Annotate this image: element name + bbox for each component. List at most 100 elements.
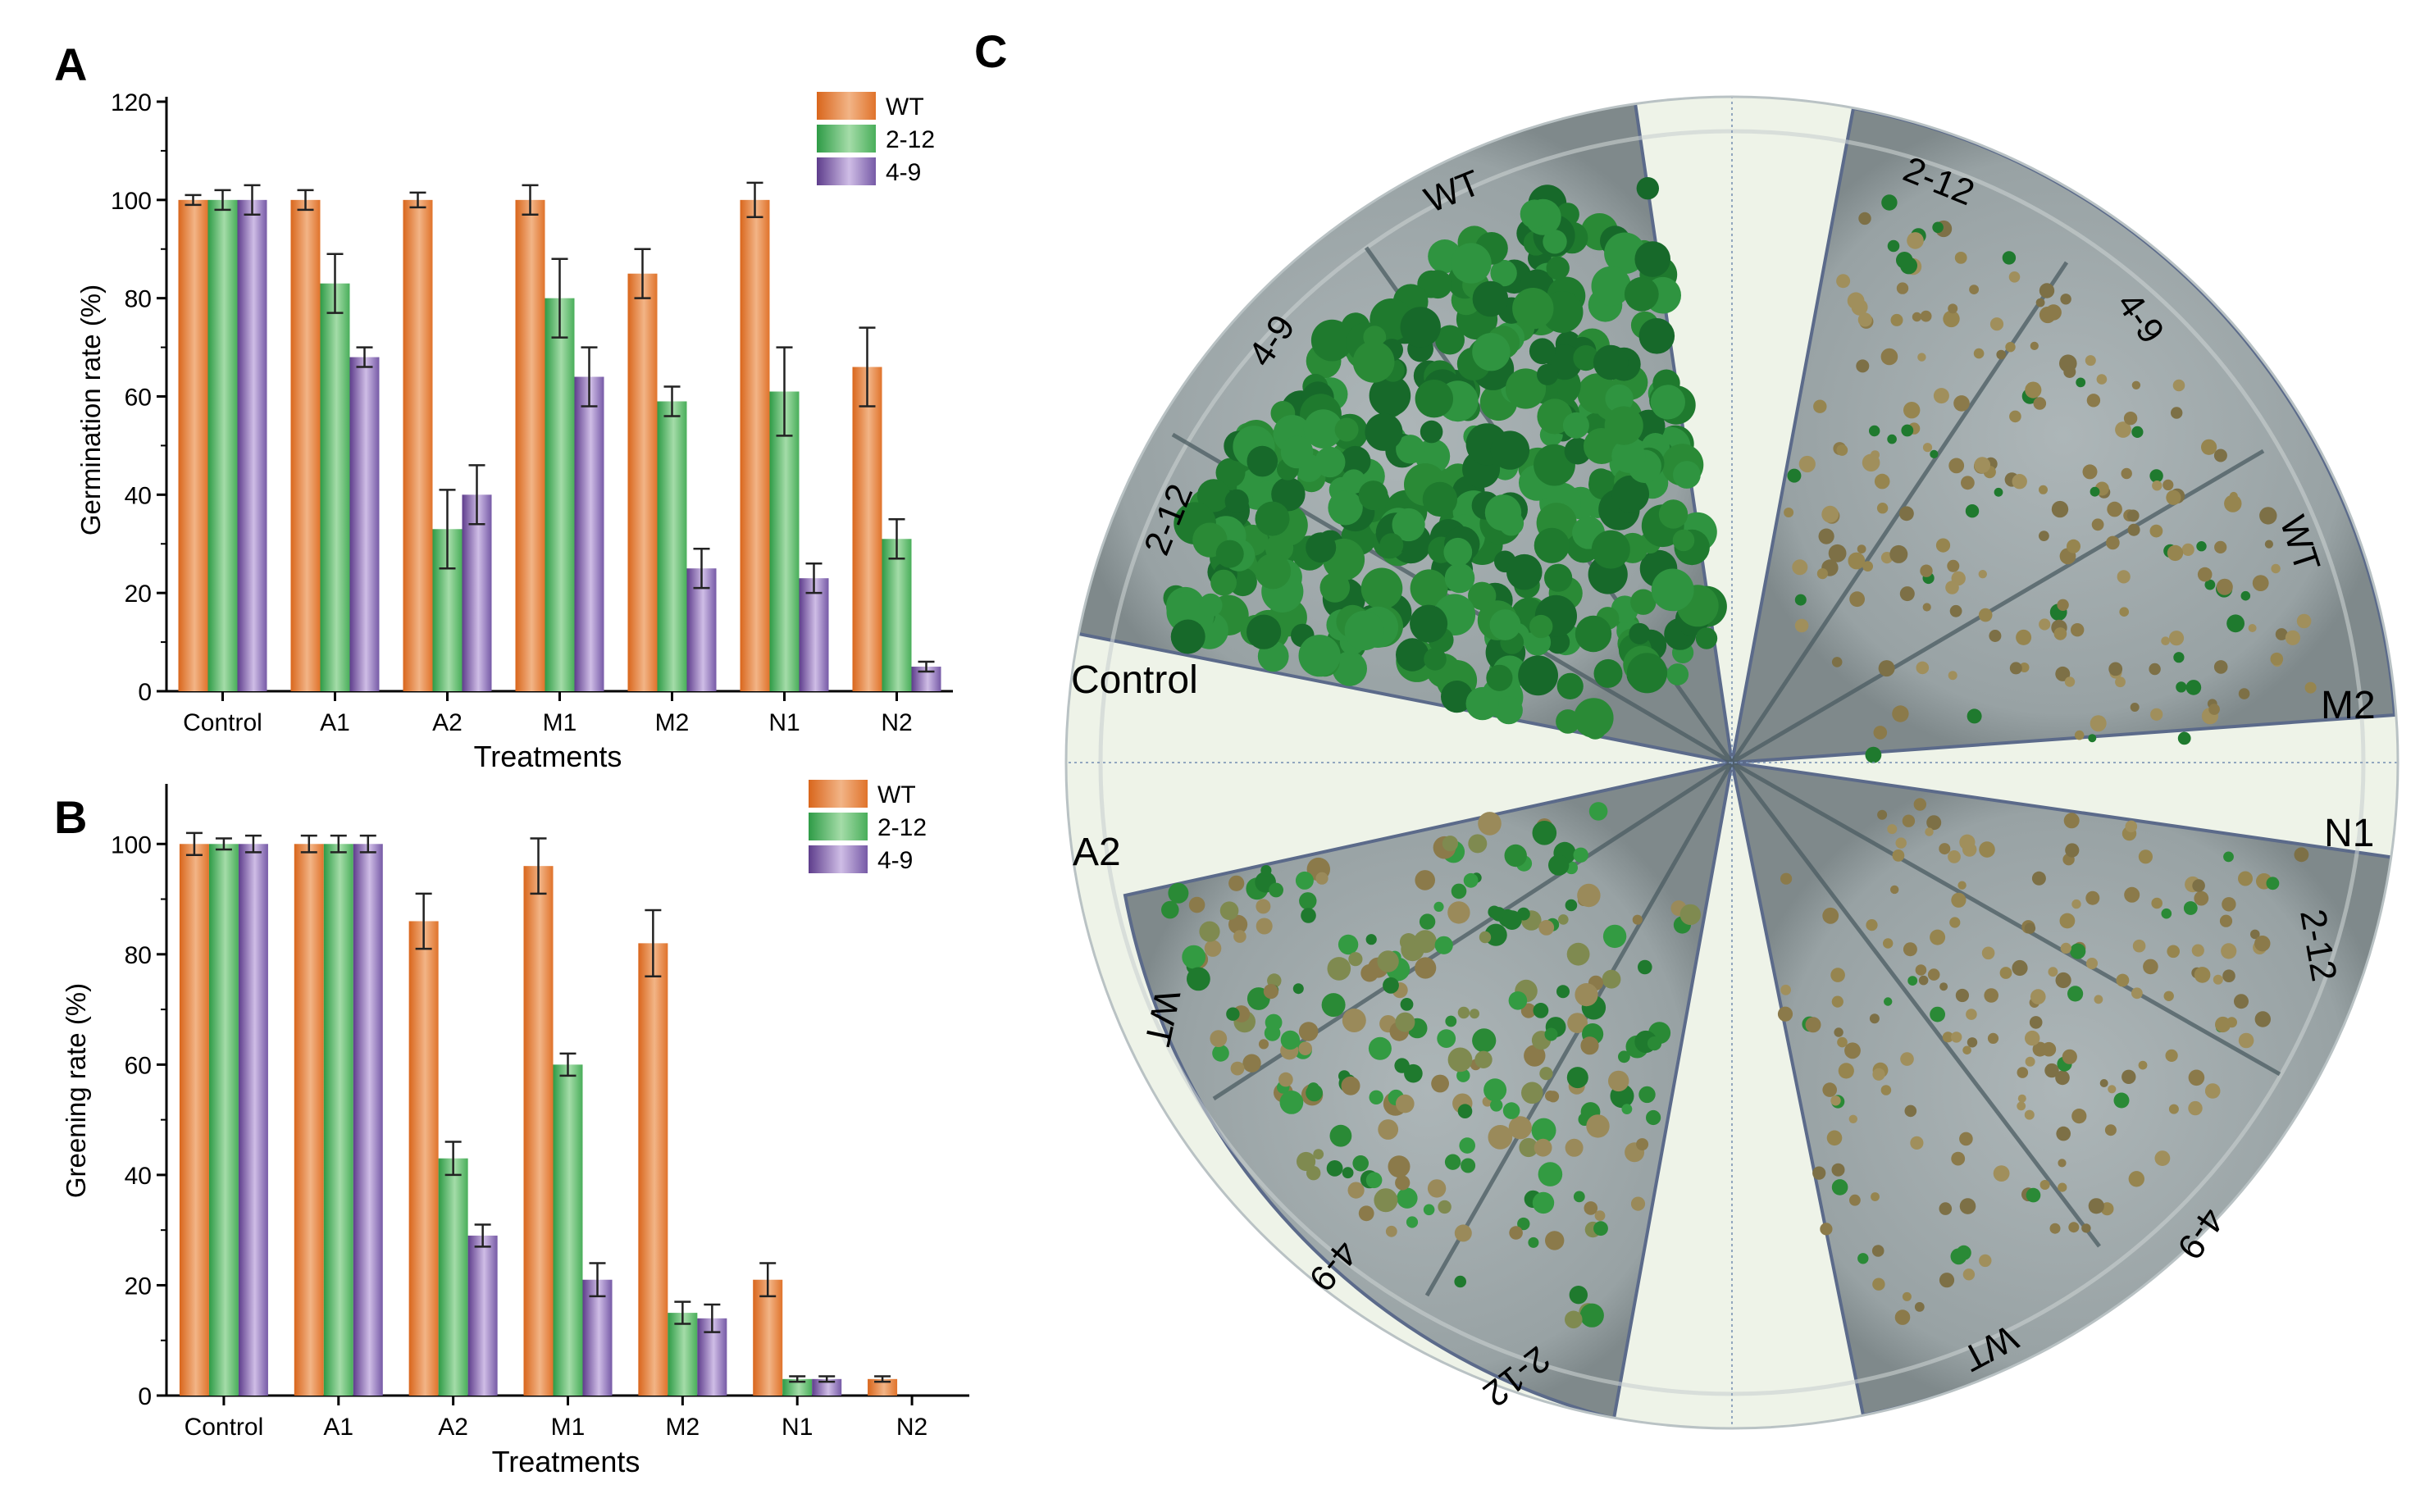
seedling xyxy=(1255,553,1292,590)
bar-4-9-n1 xyxy=(799,578,829,691)
seedling xyxy=(1332,651,1368,686)
seedling xyxy=(2039,283,2055,298)
bar-wt-n2 xyxy=(868,1378,898,1396)
seedling xyxy=(2163,479,2174,491)
seedling xyxy=(2185,680,2202,695)
seedling xyxy=(1834,1027,1843,1037)
seedling xyxy=(1352,1155,1369,1172)
petri-dish-photo: Control M2 N1 A2 WT 4-9 2-12 2-12 4-9 WT… xyxy=(1064,95,2399,1430)
seedling xyxy=(2123,412,2138,426)
seedling xyxy=(1899,506,1914,521)
sector-label-control: Control xyxy=(1071,658,1198,702)
x-tick-label-n1: N1 xyxy=(768,709,800,736)
seedling xyxy=(1956,1245,1971,1260)
seedling xyxy=(1438,1200,1452,1214)
seedling xyxy=(2033,397,2047,410)
seedling xyxy=(1369,375,1411,417)
legend-label-2-12: 2-12 xyxy=(886,126,935,153)
seedling xyxy=(1461,1158,1476,1173)
seedling xyxy=(1344,610,1384,651)
y-tick-label: 20 xyxy=(125,581,152,608)
seedling xyxy=(1930,1006,1946,1022)
seedling xyxy=(1638,318,1675,354)
seedling xyxy=(2039,1180,2050,1190)
seedling xyxy=(1939,1202,1953,1215)
seedling xyxy=(1242,1054,1261,1073)
seedling xyxy=(2091,518,2104,531)
bar-4-9-control xyxy=(237,199,267,692)
seedling xyxy=(1326,1160,1343,1177)
seedling xyxy=(2030,989,2046,1004)
bar-2-12-n1 xyxy=(769,391,800,691)
seedling xyxy=(1974,457,1991,474)
seedling xyxy=(1822,1082,1837,1097)
seedling xyxy=(1881,194,1898,211)
seedling xyxy=(2057,599,2069,611)
seedling xyxy=(1474,1050,1493,1069)
bar-wt-n1 xyxy=(753,1279,783,1396)
seedling xyxy=(1979,1254,1992,1268)
seedling xyxy=(1894,1309,1911,1325)
seedling xyxy=(1942,1032,1953,1043)
chart-a-x-ticks: Control A1 A2 M1 M2 N1 N2 xyxy=(183,691,913,736)
seedling xyxy=(2055,972,2071,989)
seedling xyxy=(1831,1163,1845,1177)
seedling xyxy=(1812,1166,1826,1180)
seedling xyxy=(1588,468,1613,493)
seedling xyxy=(1210,1030,1228,1047)
seedling xyxy=(1602,924,1627,949)
seedling xyxy=(1951,1032,1962,1043)
seedling xyxy=(1224,489,1249,514)
seedling xyxy=(1830,1095,1841,1106)
seedling xyxy=(1566,1067,1588,1089)
seedling xyxy=(1502,910,1522,930)
seedling xyxy=(2059,913,2076,929)
seedling xyxy=(1454,1275,1466,1288)
seedling xyxy=(2049,1223,2061,1234)
seedling xyxy=(2240,590,2251,601)
seedling xyxy=(1780,872,1793,885)
seedling xyxy=(1548,854,1570,876)
seedling xyxy=(1558,914,1569,925)
seedling xyxy=(2085,355,2096,367)
bar-2-12-m1 xyxy=(553,1064,583,1396)
seedling xyxy=(1848,1114,1857,1124)
seedling xyxy=(1916,661,1930,675)
bar-2-12-n2 xyxy=(882,539,912,691)
seedling xyxy=(1556,985,1570,999)
seedling xyxy=(1459,1137,1475,1154)
seedling xyxy=(1420,420,1443,444)
seedling xyxy=(1424,270,1452,299)
seedling xyxy=(1494,696,1523,725)
seedling xyxy=(2131,987,2143,1000)
seedling xyxy=(2254,936,2271,952)
seedling xyxy=(2115,676,2126,688)
seedling xyxy=(2002,251,2017,265)
sector-label-n1: N1 xyxy=(2324,812,2374,855)
seedling xyxy=(1993,1165,2010,1182)
seedling xyxy=(2171,407,2183,419)
seedling xyxy=(1593,1221,1608,1236)
seedling xyxy=(1899,586,1915,602)
seedling xyxy=(1872,1277,1885,1291)
seedling xyxy=(1871,1245,1885,1257)
seedling xyxy=(1531,1118,1556,1143)
seedling xyxy=(2071,1109,2087,1124)
y-tick-label: 40 xyxy=(125,482,152,509)
seedling xyxy=(1484,494,1522,531)
seedling xyxy=(1857,312,1872,327)
seedling xyxy=(1792,559,1808,576)
seedling xyxy=(1913,798,1926,811)
seedling xyxy=(1271,477,1306,512)
seedling xyxy=(1794,594,1807,606)
bar-2-12-m2 xyxy=(657,401,687,691)
seedling xyxy=(2071,623,2085,637)
seedling xyxy=(2063,366,2076,378)
seedling xyxy=(1989,630,2002,642)
seedling xyxy=(1280,435,1314,469)
seedling xyxy=(2107,501,2122,517)
seedling xyxy=(1226,1007,1240,1021)
seedling xyxy=(2005,342,2016,353)
seedling xyxy=(1170,619,1205,654)
seedling xyxy=(1400,307,1441,348)
